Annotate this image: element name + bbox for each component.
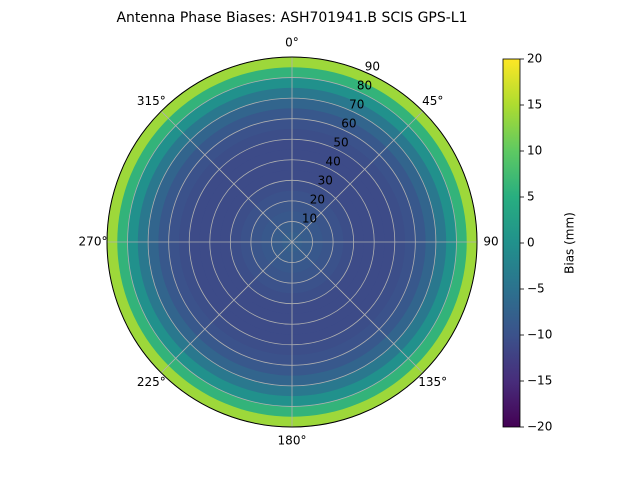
- r-tick-label: 40: [325, 155, 340, 169]
- r-tick-label: 60: [341, 117, 356, 131]
- theta-tick-label: 180°: [278, 434, 307, 448]
- colorbar-label: Bias (mm): [563, 212, 577, 274]
- r-tick-label: 30: [318, 174, 333, 188]
- r-tick-label: 10: [302, 212, 317, 226]
- r-tick-label: 20: [310, 193, 325, 207]
- theta-tick-label: 90: [483, 235, 498, 249]
- theta-tick-label: 135°: [418, 375, 447, 389]
- r-tick-label: 90: [365, 60, 380, 74]
- colorbar-tick-label: 15: [527, 98, 542, 112]
- colorbar-tick-label: 20: [527, 52, 542, 66]
- r-tick-label: 50: [333, 136, 348, 150]
- r-tick-label: 80: [357, 79, 372, 93]
- chart-title: Antenna Phase Biases: ASH701941.B SCIS G…: [116, 10, 467, 26]
- colorbar-tick-label: −5: [527, 282, 545, 296]
- colorbar-tick-label: 0: [527, 236, 535, 250]
- theta-tick-label: 225°: [137, 375, 166, 389]
- colorbar-tick-label: 5: [527, 190, 535, 204]
- angular-grid: [160, 241, 293, 374]
- colorbar-tick-label: 10: [527, 144, 542, 158]
- colorbar: [502, 58, 521, 428]
- angular-grid: [160, 110, 293, 243]
- colorbar-tick-label: −10: [527, 328, 552, 342]
- polar-frame: [106, 56, 478, 428]
- theta-tick-label: 45°: [422, 94, 443, 108]
- theta-tick-label: 315°: [137, 94, 166, 108]
- colorbar-tick-label: −15: [527, 374, 552, 388]
- angular-grid: [291, 241, 424, 374]
- angular-grid: [291, 110, 424, 243]
- r-tick-label: 70: [349, 98, 364, 112]
- theta-tick-label: 0°: [285, 36, 299, 50]
- theta-tick-label: 270°: [79, 235, 108, 249]
- colorbar-tick-label: −20: [527, 420, 552, 434]
